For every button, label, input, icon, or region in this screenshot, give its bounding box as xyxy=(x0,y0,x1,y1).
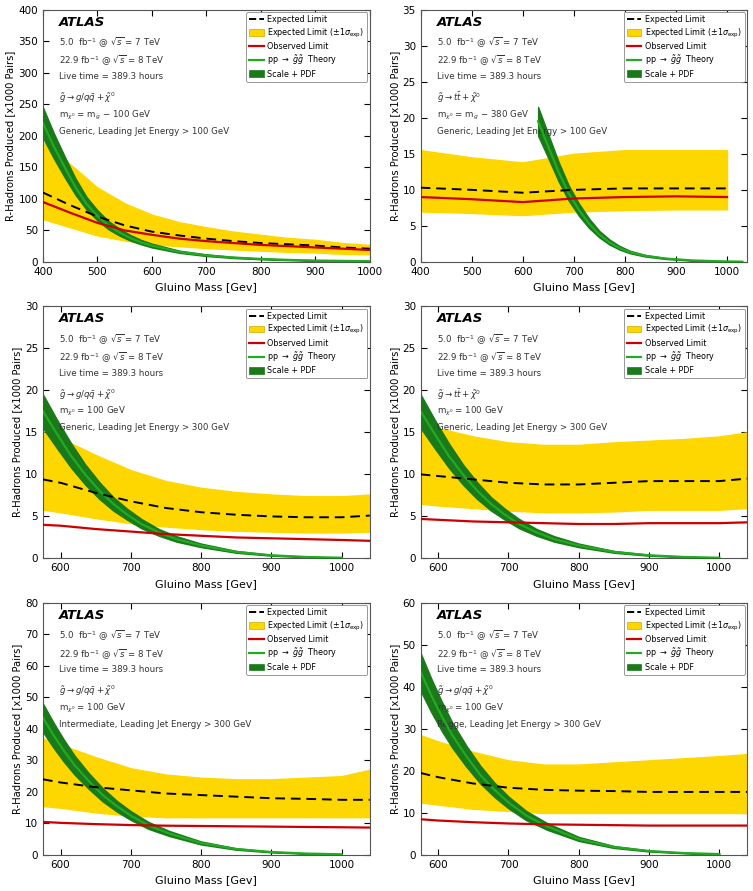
Text: 5.0  fb$^{-1}$ @ $\sqrt{s}$ = 7 TeV: 5.0 fb$^{-1}$ @ $\sqrt{s}$ = 7 TeV xyxy=(437,36,539,50)
Text: 5.0  fb$^{-1}$ @ $\sqrt{s}$ = 7 TeV: 5.0 fb$^{-1}$ @ $\sqrt{s}$ = 7 TeV xyxy=(59,36,162,50)
Y-axis label: R-Hadrons Produced [x1000 Pairs]: R-Hadrons Produced [x1000 Pairs] xyxy=(5,51,16,221)
Text: ATLAS: ATLAS xyxy=(437,16,483,29)
Text: ATLAS: ATLAS xyxy=(59,16,105,29)
Text: m$_{\tilde{\chi}^{0}}$ = m$_{\tilde{g}}$ $-$ 380 GeV: m$_{\tilde{\chi}^{0}}$ = m$_{\tilde{g}}$… xyxy=(437,109,529,122)
Y-axis label: R-Hadrons Produced [x1000 Pairs]: R-Hadrons Produced [x1000 Pairs] xyxy=(12,643,22,814)
Text: m$_{\tilde{\chi}^{0}}$ = 100 GeV: m$_{\tilde{\chi}^{0}}$ = 100 GeV xyxy=(59,702,127,715)
Text: ATLAS: ATLAS xyxy=(59,609,105,622)
Text: $\tilde{g} \rightarrow g/q\bar{q} + \tilde{\chi}^{0}$: $\tilde{g} \rightarrow g/q\bar{q} + \til… xyxy=(59,387,116,402)
Text: Generic, Leading Jet Energy > 100 GeV: Generic, Leading Jet Energy > 100 GeV xyxy=(59,127,230,136)
Text: 22.9 fb$^{-1}$ @ $\sqrt{s}$ = 8 TeV: 22.9 fb$^{-1}$ @ $\sqrt{s}$ = 8 TeV xyxy=(59,54,165,69)
X-axis label: Gluino Mass [Gev]: Gluino Mass [Gev] xyxy=(533,579,635,589)
Text: 5.0  fb$^{-1}$ @ $\sqrt{s}$ = 7 TeV: 5.0 fb$^{-1}$ @ $\sqrt{s}$ = 7 TeV xyxy=(59,332,162,347)
Text: m$_{\tilde{\chi}^{0}}$ = 100 GeV: m$_{\tilde{\chi}^{0}}$ = 100 GeV xyxy=(437,405,504,419)
Text: Live time = 389.3 hours: Live time = 389.3 hours xyxy=(437,72,541,81)
Legend: Expected Limit, Expected Limit ($\pm1\sigma_{\rm exp}$), Observed Limit, pp $\ri: Expected Limit, Expected Limit ($\pm1\si… xyxy=(623,308,745,379)
Text: Generic, Leading Jet Energy > 300 GeV: Generic, Leading Jet Energy > 300 GeV xyxy=(437,423,607,432)
Legend: Expected Limit, Expected Limit ($\pm1\sigma_{\rm exp}$), Observed Limit, pp $\ri: Expected Limit, Expected Limit ($\pm1\si… xyxy=(246,605,367,674)
Text: ATLAS: ATLAS xyxy=(437,313,483,325)
Text: m$_{\tilde{\chi}^{0}}$ = 100 GeV: m$_{\tilde{\chi}^{0}}$ = 100 GeV xyxy=(437,702,504,715)
Legend: Expected Limit, Expected Limit ($\pm1\sigma_{\rm exp}$), Observed Limit, pp $\ri: Expected Limit, Expected Limit ($\pm1\si… xyxy=(623,12,745,82)
X-axis label: Gluino Mass [Gev]: Gluino Mass [Gev] xyxy=(155,282,258,292)
Text: 5.0  fb$^{-1}$ @ $\sqrt{s}$ = 7 TeV: 5.0 fb$^{-1}$ @ $\sqrt{s}$ = 7 TeV xyxy=(59,629,162,643)
Text: Live time = 389.3 hours: Live time = 389.3 hours xyxy=(59,72,163,81)
Text: Generic, Leading Jet Energy > 300 GeV: Generic, Leading Jet Energy > 300 GeV xyxy=(59,423,230,432)
Text: m$_{\tilde{\chi}^{0}}$ = m$_{\tilde{g}}$ $-$ 100 GeV: m$_{\tilde{\chi}^{0}}$ = m$_{\tilde{g}}$… xyxy=(59,109,151,122)
Y-axis label: R-Hadrons Produced [x1000 Pairs]: R-Hadrons Produced [x1000 Pairs] xyxy=(390,643,400,814)
Text: Generic, Leading Jet Energy > 100 GeV: Generic, Leading Jet Energy > 100 GeV xyxy=(437,127,607,136)
Text: $\tilde{g} \rightarrow t\bar{t} + \tilde{\chi}^{0}$: $\tilde{g} \rightarrow t\bar{t} + \tilde… xyxy=(437,387,481,402)
Text: 5.0  fb$^{-1}$ @ $\sqrt{s}$ = 7 TeV: 5.0 fb$^{-1}$ @ $\sqrt{s}$ = 7 TeV xyxy=(437,332,539,347)
Text: ATLAS: ATLAS xyxy=(437,609,483,622)
Text: Live time = 389.3 hours: Live time = 389.3 hours xyxy=(437,369,541,378)
Text: $\tilde{g} \rightarrow g/q\bar{q} + \tilde{\chi}^{0}$: $\tilde{g} \rightarrow g/q\bar{q} + \til… xyxy=(437,683,493,698)
Text: $\tilde{g} \rightarrow t\bar{t} + \tilde{\chi}^{0}$: $\tilde{g} \rightarrow t\bar{t} + \tilde… xyxy=(437,91,481,105)
Text: ATLAS: ATLAS xyxy=(59,313,105,325)
Text: 22.9 fb$^{-1}$ @ $\sqrt{s}$ = 8 TeV: 22.9 fb$^{-1}$ @ $\sqrt{s}$ = 8 TeV xyxy=(437,54,542,69)
Text: Live time = 389.3 hours: Live time = 389.3 hours xyxy=(59,369,163,378)
Text: Live time = 389.3 hours: Live time = 389.3 hours xyxy=(59,666,163,674)
Text: 22.9 fb$^{-1}$ @ $\sqrt{s}$ = 8 TeV: 22.9 fb$^{-1}$ @ $\sqrt{s}$ = 8 TeV xyxy=(59,351,165,365)
Text: $\tilde{g} \rightarrow g/q\bar{q} + \tilde{\chi}^{0}$: $\tilde{g} \rightarrow g/q\bar{q} + \til… xyxy=(59,91,116,105)
X-axis label: Gluino Mass [Gev]: Gluino Mass [Gev] xyxy=(533,282,635,292)
Text: 22.9 fb$^{-1}$ @ $\sqrt{s}$ = 8 TeV: 22.9 fb$^{-1}$ @ $\sqrt{s}$ = 8 TeV xyxy=(437,351,542,365)
Legend: Expected Limit, Expected Limit ($\pm1\sigma_{\rm exp}$), Observed Limit, pp $\ri: Expected Limit, Expected Limit ($\pm1\si… xyxy=(246,308,367,379)
Text: Intermediate, Leading Jet Energy > 300 GeV: Intermediate, Leading Jet Energy > 300 G… xyxy=(59,720,252,729)
X-axis label: Gluino Mass [Gev]: Gluino Mass [Gev] xyxy=(533,876,635,886)
Text: $\tilde{g} \rightarrow g/q\bar{q} + \tilde{\chi}^{0}$: $\tilde{g} \rightarrow g/q\bar{q} + \til… xyxy=(59,683,116,698)
Text: Live time = 389.3 hours: Live time = 389.3 hours xyxy=(437,666,541,674)
Y-axis label: R-Hadrons Produced [x1000 Pairs]: R-Hadrons Produced [x1000 Pairs] xyxy=(12,347,22,518)
Text: 5.0  fb$^{-1}$ @ $\sqrt{s}$ = 7 TeV: 5.0 fb$^{-1}$ @ $\sqrt{s}$ = 7 TeV xyxy=(437,629,539,643)
Text: 22.9 fb$^{-1}$ @ $\sqrt{s}$ = 8 TeV: 22.9 fb$^{-1}$ @ $\sqrt{s}$ = 8 TeV xyxy=(59,647,165,662)
X-axis label: Gluino Mass [Gev]: Gluino Mass [Gev] xyxy=(155,876,258,886)
Legend: Expected Limit, Expected Limit ($\pm1\sigma_{\rm exp}$), Observed Limit, pp $\ri: Expected Limit, Expected Limit ($\pm1\si… xyxy=(623,605,745,674)
X-axis label: Gluino Mass [Gev]: Gluino Mass [Gev] xyxy=(155,579,258,589)
Legend: Expected Limit, Expected Limit ($\pm1\sigma_{\rm exp}$), Observed Limit, pp $\ri: Expected Limit, Expected Limit ($\pm1\si… xyxy=(246,12,367,82)
Text: m$_{\tilde{\chi}^{0}}$ = 100 GeV: m$_{\tilde{\chi}^{0}}$ = 100 GeV xyxy=(59,405,127,419)
Y-axis label: R-Hadrons Produced [x1000 Pairs]: R-Hadrons Produced [x1000 Pairs] xyxy=(390,51,400,221)
Text: 22.9 fb$^{-1}$ @ $\sqrt{s}$ = 8 TeV: 22.9 fb$^{-1}$ @ $\sqrt{s}$ = 8 TeV xyxy=(437,647,542,662)
Y-axis label: R-Hadrons Produced [x1000 Pairs]: R-Hadrons Produced [x1000 Pairs] xyxy=(390,347,400,518)
Text: Regge, Leading Jet Energy > 300 GeV: Regge, Leading Jet Energy > 300 GeV xyxy=(437,720,601,729)
